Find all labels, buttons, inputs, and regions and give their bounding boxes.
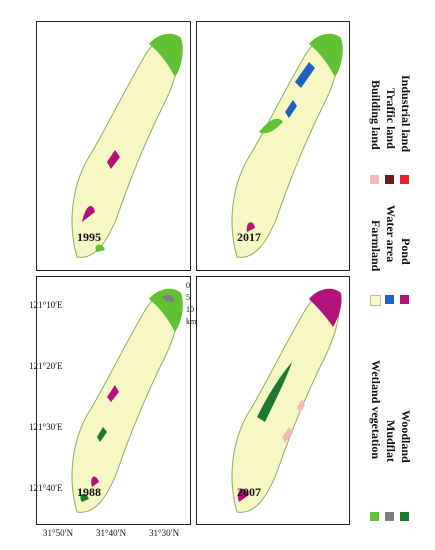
- lat-tick: 31°40′N: [96, 528, 127, 538]
- legend-swatch: [385, 512, 394, 521]
- legend-label: Water area: [384, 205, 398, 263]
- legend-swatch: [370, 295, 381, 306]
- scale-unit: km: [186, 317, 197, 326]
- legend-label: Pond: [399, 238, 413, 265]
- lon-tick: 121°40′E: [29, 483, 63, 493]
- map-panel-2007: 2007: [196, 276, 350, 525]
- lat-tick: 31°30′N: [149, 528, 180, 538]
- island-map-1995: [71, 33, 183, 258]
- lon-tick: 121°30′E: [29, 422, 63, 432]
- scale-label: 5: [186, 293, 190, 302]
- year-label: 1988: [77, 485, 101, 499]
- scale-label: 0: [186, 281, 190, 290]
- island-map-1988: [71, 288, 183, 513]
- lon-tick: 121°20′E: [29, 361, 63, 371]
- year-label: 1995: [77, 230, 101, 244]
- legend-label: Mudflat: [384, 420, 398, 462]
- island-map-2007: [231, 288, 342, 513]
- legend-swatch: [400, 512, 409, 521]
- year-label: 2007: [237, 485, 261, 499]
- legend-swatch: [370, 175, 379, 184]
- legend-label: Woodland: [399, 410, 413, 463]
- legend-label: Industrial land: [399, 75, 413, 153]
- legend-swatch: [370, 512, 379, 521]
- legend-label: Traffic land: [384, 88, 398, 149]
- scale-label: 10: [186, 305, 194, 314]
- island-map-2017: [231, 33, 343, 258]
- lat-tick: 31°50′N: [43, 528, 74, 538]
- year-label: 2017: [237, 230, 261, 244]
- legend-swatch: [400, 175, 409, 184]
- map-panel-1988: 1988: [36, 276, 191, 525]
- legend-swatch: [385, 175, 394, 184]
- legend-label: Wetland vegetation: [369, 360, 383, 459]
- legend-swatch: [385, 295, 394, 304]
- legend-label: Building land: [369, 80, 383, 150]
- map-panel-1995: 1995: [36, 21, 191, 271]
- legend-swatch: [400, 295, 409, 304]
- lon-tick: 121°10′E: [29, 300, 63, 310]
- map-panel-2017: 2017: [196, 21, 350, 271]
- legend-label: Farmland: [369, 220, 383, 272]
